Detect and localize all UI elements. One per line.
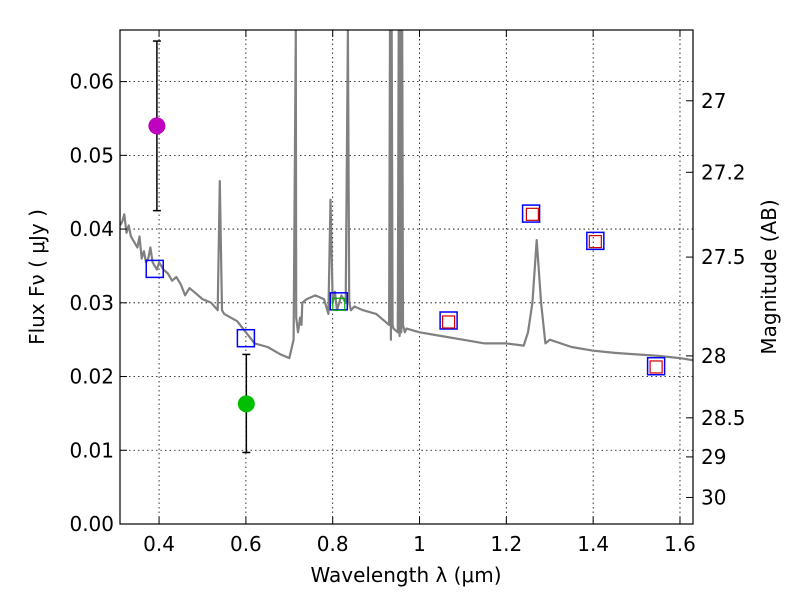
x-tick-label: 1 <box>413 532 426 556</box>
x-tick-label: 0.4 <box>143 532 175 556</box>
model-square-marker <box>586 231 605 251</box>
y-tick-label: 0.06 <box>69 70 114 94</box>
y-tick-label: 0.02 <box>69 365 114 389</box>
y-axis-title-right: Magnitude (AB) <box>757 199 781 354</box>
y-tick-label: 0.01 <box>69 438 114 462</box>
y-tick-label: 0.00 <box>69 512 114 536</box>
sed-line-path <box>120 30 693 362</box>
x-tick-label: 1.2 <box>490 532 522 556</box>
model-small-square-marker <box>588 235 602 249</box>
plot-frame <box>119 29 694 525</box>
model-small-square-marker <box>442 315 456 329</box>
observed-point <box>237 395 255 413</box>
right-tick-label: 28.5 <box>701 406 746 430</box>
model-square-marker <box>439 311 458 330</box>
sed-model-line <box>120 30 693 362</box>
model-small-square-marker <box>649 360 663 374</box>
x-tick-label: 0.6 <box>230 532 262 556</box>
right-tick-label: 29 <box>701 445 726 469</box>
y-tick-label: 0.04 <box>69 217 114 241</box>
right-tick-label: 28 <box>701 344 726 368</box>
observed-point <box>148 117 166 135</box>
y-tick-label: 0.05 <box>69 143 114 167</box>
model-small-square-marker <box>525 207 539 221</box>
photometry-markers <box>145 40 666 454</box>
model-small-square-marker <box>332 297 346 311</box>
right-tick-label: 27 <box>701 89 726 113</box>
grid-lines <box>120 30 693 524</box>
right-tick-label: 27.5 <box>701 245 746 269</box>
plot-area <box>120 30 693 524</box>
y-axis-title-left: Flux Fν ( μJy ) <box>25 209 49 345</box>
model-square-marker <box>236 328 256 348</box>
right-tick-label: 27.2 <box>701 160 746 184</box>
model-square-marker <box>521 204 541 223</box>
x-axis-title: Wavelength λ (μm) <box>310 563 501 587</box>
x-tick-label: 0.8 <box>317 532 349 556</box>
model-square-marker <box>646 356 666 376</box>
y-tick-label: 0.03 <box>69 291 114 315</box>
x-tick-label: 1.4 <box>577 532 609 556</box>
right-tick-label: 30 <box>701 485 726 509</box>
x-tick-label: 1.6 <box>664 532 696 556</box>
model-square-marker <box>145 259 164 279</box>
axis-ticks: 0.4 0.6 0.8 1 1.2 1.4 1.6 0.00 0.01 0.02 0.03 0.04 0… <box>69 30 746 556</box>
